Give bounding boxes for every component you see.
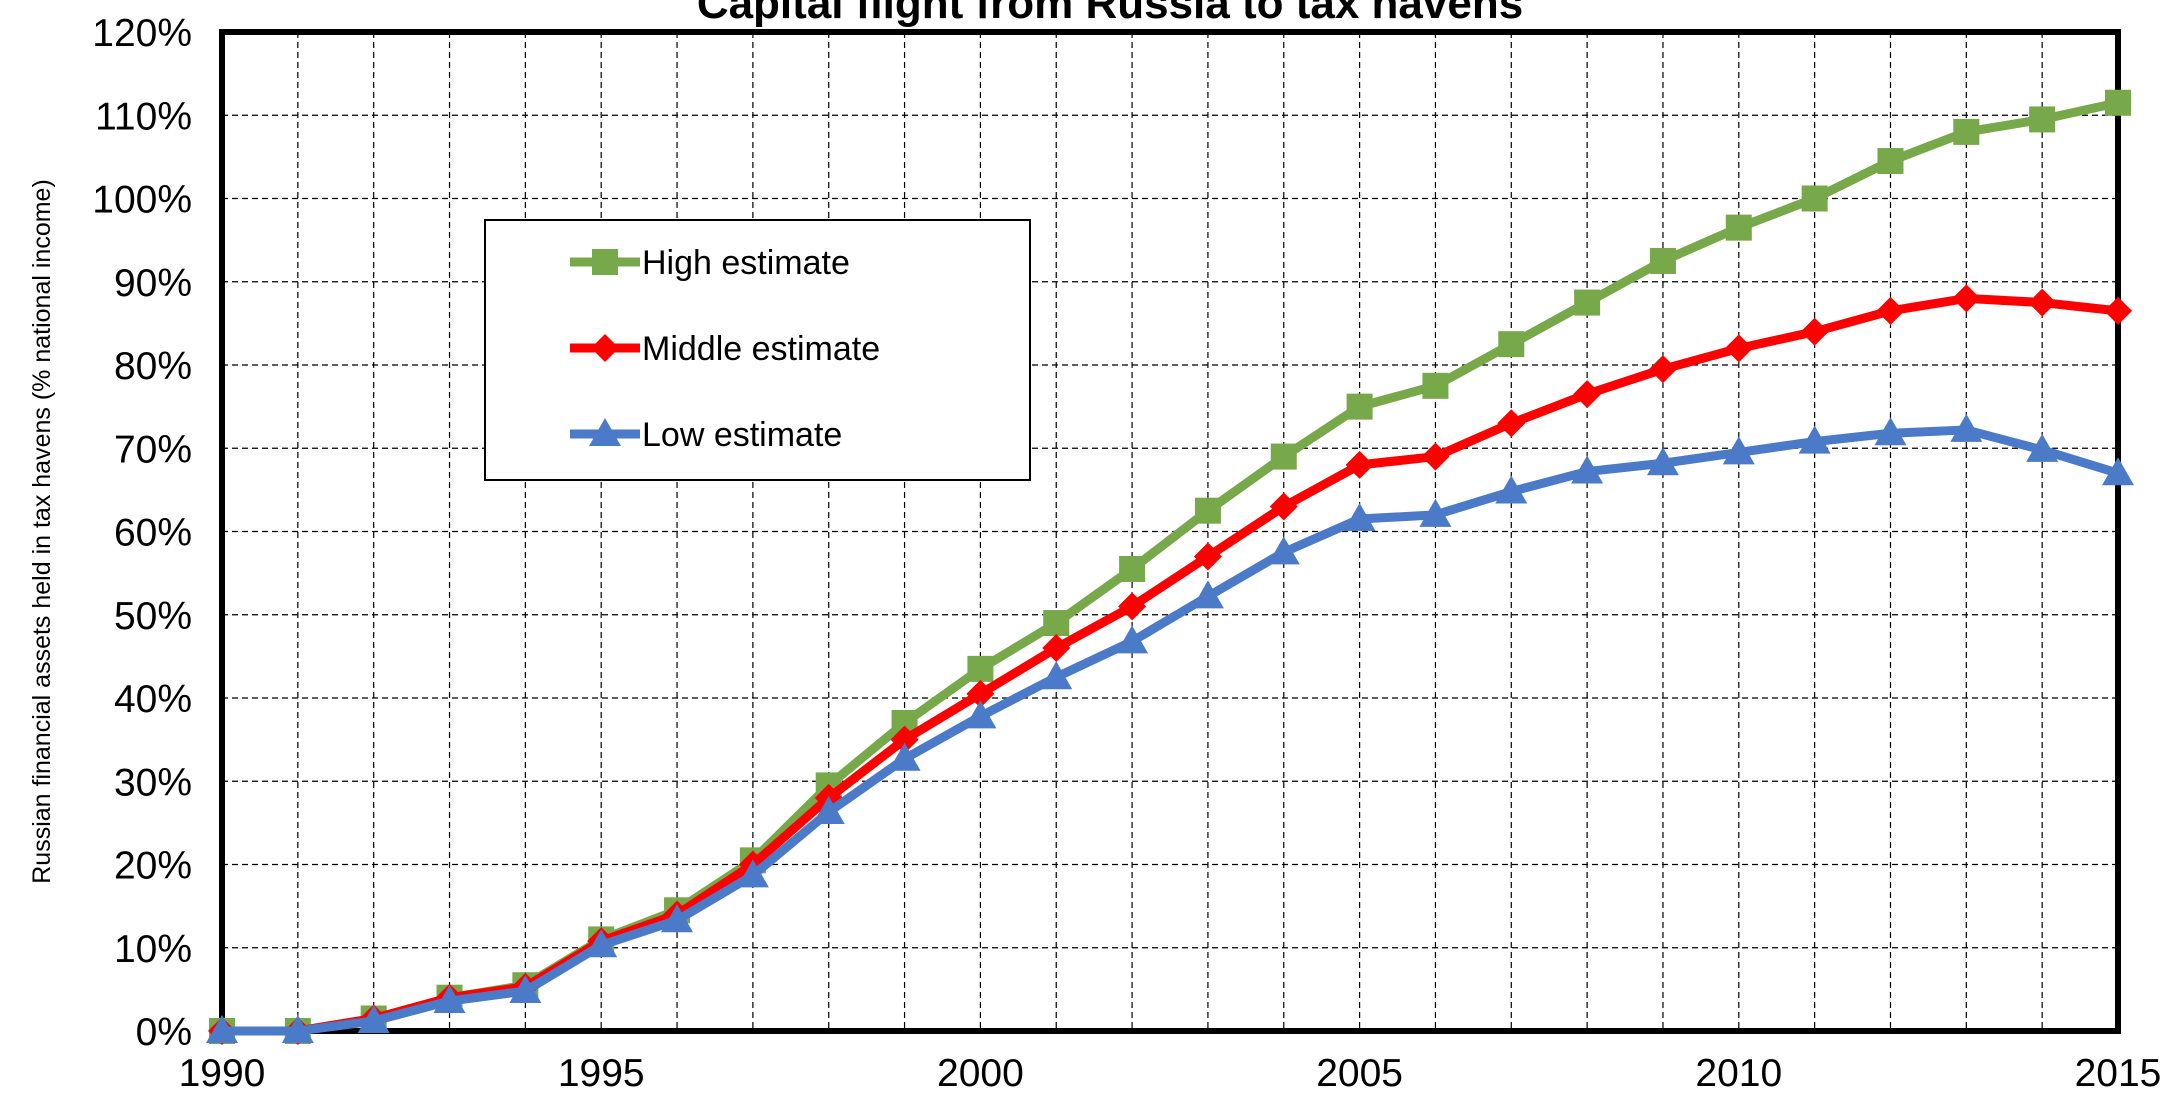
y-tick-label: 50%	[114, 595, 192, 638]
data-point	[1118, 592, 1147, 621]
data-point	[1649, 247, 1676, 274]
y-tick-label: 20%	[114, 845, 192, 888]
x-tick-label: 2005	[1316, 1052, 1403, 1095]
data-point	[1042, 634, 1071, 663]
series-line	[222, 425, 2120, 1036]
data-point	[661, 904, 694, 933]
y-tick-label: 70%	[114, 428, 192, 471]
data-point	[1498, 331, 1525, 358]
x-tick-label: 1995	[558, 1052, 645, 1095]
data-point	[1270, 443, 1297, 470]
y-tick-label: 10%	[114, 928, 192, 971]
data-point	[206, 1015, 238, 1043]
y-tick-label: 60%	[114, 512, 192, 555]
data-point	[1346, 393, 1373, 420]
data-point	[1421, 442, 1450, 471]
data-point	[1043, 610, 1070, 637]
y-tick-label: 0%	[136, 1011, 192, 1054]
data-point	[1343, 503, 1376, 532]
data-point	[1269, 492, 1298, 521]
x-tick-label: 2000	[937, 1052, 1024, 1095]
y-tick-label: 110%	[95, 95, 192, 138]
legend-item: High estimate	[570, 244, 850, 282]
data-point	[1801, 185, 1828, 212]
data-point	[1345, 450, 1374, 479]
data-point	[1422, 372, 1449, 399]
x-tick-label: 1990	[179, 1052, 266, 1095]
data-point	[1119, 555, 1146, 582]
data-point	[2028, 288, 2057, 317]
y-axis: 0% 10% 20% 30% 40% 50% 60% 70% 80% 90% 100% 110% 120…	[92, 12, 192, 1054]
x-tick-label: 2015	[2075, 1052, 2162, 1095]
y-tick-label: 100%	[92, 179, 192, 222]
data-point	[890, 725, 919, 754]
legend-item: Middle estimate	[570, 330, 880, 368]
data-point	[1267, 536, 1300, 565]
data-point	[1571, 455, 1604, 484]
data-point	[357, 1005, 390, 1034]
data-point	[1953, 118, 1980, 145]
data-point	[1722, 436, 1755, 465]
data-point	[585, 929, 618, 958]
data-point	[1877, 148, 1904, 175]
data-point	[888, 742, 921, 771]
x-axis: 1990 1995 2000 2005 2010 2015	[179, 1052, 2162, 1095]
legend-label: Low estimate	[642, 416, 842, 454]
data-point	[281, 1015, 314, 1043]
data-point	[433, 985, 466, 1014]
data-point	[1419, 498, 1452, 527]
y-tick-label: 120%	[92, 12, 192, 55]
legend: High estimate Middle estimate Low estimate	[484, 219, 1031, 481]
data-point	[1648, 355, 1677, 384]
data-point	[1193, 542, 1222, 571]
data-point	[1646, 447, 1679, 476]
series-layer	[206, 89, 2134, 1045]
data-point	[1116, 625, 1149, 654]
plot-frame	[219, 29, 2121, 1034]
legend-marker	[589, 418, 621, 446]
data-point	[964, 700, 997, 729]
y-tick-label: 40%	[114, 678, 192, 721]
data-point	[966, 679, 995, 708]
y-tick-label: 80%	[114, 345, 192, 388]
data-point	[2105, 89, 2131, 116]
data-point	[2029, 106, 2056, 133]
data-point	[1725, 214, 1752, 241]
x-tick-label: 2010	[1695, 1052, 1782, 1095]
data-point	[1191, 580, 1224, 609]
data-point	[1876, 296, 1905, 325]
data-point	[736, 859, 769, 888]
data-point	[1574, 289, 1601, 316]
chart-title: Capital flight from Russia to tax havens	[697, 0, 1523, 28]
legend-marker	[591, 334, 619, 362]
legend-marker	[592, 249, 618, 275]
data-point	[1952, 284, 1981, 313]
legend-label: Middle estimate	[642, 330, 880, 368]
data-point	[2102, 457, 2134, 486]
data-point	[1040, 661, 1073, 690]
series-triangle	[206, 413, 2134, 1043]
data-point	[2026, 433, 2059, 462]
legend-label: High estimate	[642, 244, 850, 282]
data-point	[509, 975, 542, 1004]
data-point	[1798, 425, 1831, 454]
data-point	[1194, 497, 1221, 524]
data-point	[1497, 409, 1526, 438]
data-point	[1800, 317, 1829, 346]
data-point	[2104, 296, 2132, 325]
data-point	[1573, 380, 1602, 409]
data-point	[967, 655, 994, 682]
y-tick-label: 30%	[114, 761, 192, 804]
data-point	[1950, 413, 1983, 442]
y-axis-title: Russian financial assets held in tax hav…	[28, 179, 56, 884]
legend-item: Low estimate	[570, 416, 842, 454]
data-point	[1874, 417, 1907, 446]
y-tick-label: 90%	[114, 262, 192, 305]
data-point	[1495, 475, 1528, 504]
data-point	[812, 796, 845, 825]
data-point	[1724, 334, 1753, 363]
